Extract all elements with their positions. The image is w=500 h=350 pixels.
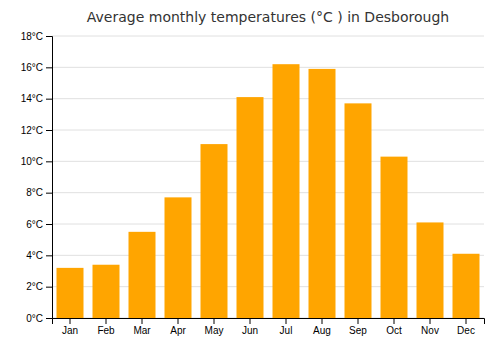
x-tick-label: Aug bbox=[313, 325, 331, 336]
y-tick-mark bbox=[46, 99, 52, 100]
x-tick: Jan bbox=[62, 318, 78, 336]
x-tick-label: Mar bbox=[133, 325, 151, 336]
y-tick: 8°C bbox=[26, 187, 52, 198]
y-tick: 18°C bbox=[21, 31, 52, 42]
y-tick-label: 4°C bbox=[26, 250, 43, 261]
chart-container: 0°C 2°C 4°C 6°C 8°C 10°C 12°C 14°C 16°C 18°C Jan Fe… bbox=[0, 0, 500, 350]
y-tick: 16°C bbox=[21, 62, 52, 73]
x-tick: Jun bbox=[242, 318, 258, 336]
x-tick: Jul bbox=[280, 318, 293, 336]
bar bbox=[165, 197, 192, 318]
x-axis-line bbox=[53, 319, 485, 325]
y-tick-label: 14°C bbox=[21, 93, 43, 104]
x-tick: Aug bbox=[313, 318, 331, 336]
grid bbox=[52, 36, 484, 318]
grid-line bbox=[52, 36, 484, 37]
x-tick: Oct bbox=[386, 318, 402, 336]
y-tick: 12°C bbox=[21, 125, 52, 136]
x-tick-mark bbox=[358, 318, 359, 324]
x-tick: May bbox=[205, 318, 224, 336]
y-tick-mark bbox=[46, 67, 52, 68]
bar bbox=[345, 103, 372, 318]
x-tick-mark bbox=[106, 318, 107, 324]
y-tick-label: 6°C bbox=[26, 219, 43, 230]
bar bbox=[93, 265, 120, 318]
y-tick: 0°C bbox=[26, 313, 52, 324]
x-tick-mark bbox=[394, 318, 395, 324]
x-tick-label: Jun bbox=[242, 325, 258, 336]
y-tick: 6°C bbox=[26, 219, 52, 230]
y-tick-mark bbox=[46, 318, 52, 319]
x-tick-label: Jul bbox=[280, 325, 293, 336]
y-tick-mark bbox=[46, 224, 52, 225]
x-tick: Dec bbox=[457, 318, 475, 336]
x-tick-mark bbox=[322, 318, 323, 324]
x-tick-label: Apr bbox=[170, 325, 186, 336]
bar bbox=[417, 222, 444, 318]
y-tick-label: 8°C bbox=[26, 187, 43, 198]
y-tick-label: 12°C bbox=[21, 125, 43, 136]
x-tick-label: Nov bbox=[421, 325, 439, 336]
y-tick-label: 18°C bbox=[21, 31, 43, 42]
x-tick: Apr bbox=[170, 318, 186, 336]
grid-line bbox=[52, 161, 484, 162]
bar bbox=[57, 268, 84, 318]
bar bbox=[309, 69, 336, 318]
y-tick-label: 2°C bbox=[26, 281, 43, 292]
y-tick-mark bbox=[46, 255, 52, 256]
bar bbox=[201, 144, 228, 318]
x-tick-mark bbox=[178, 318, 179, 324]
y-tick-mark bbox=[46, 161, 52, 162]
grid-line bbox=[52, 67, 484, 68]
y-tick: 2°C bbox=[26, 281, 52, 292]
bar bbox=[453, 254, 480, 318]
bars bbox=[57, 64, 480, 318]
x-tick-mark bbox=[286, 318, 287, 324]
x-tick-mark bbox=[250, 318, 251, 324]
y-tick-mark bbox=[46, 287, 52, 288]
y-tick-label: 16°C bbox=[21, 62, 43, 73]
title: Average monthly temperatures (°C ) in De… bbox=[87, 9, 449, 25]
bar bbox=[273, 64, 300, 318]
grid-line bbox=[52, 130, 484, 131]
y-tick: 4°C bbox=[26, 250, 52, 261]
y-axis-line bbox=[46, 37, 53, 319]
y-axis: 0°C 2°C 4°C 6°C 8°C 10°C 12°C 14°C 16°C 18°C bbox=[21, 31, 53, 324]
x-tick: Sep bbox=[349, 318, 367, 336]
x-tick: Nov bbox=[421, 318, 439, 336]
grid-line bbox=[52, 98, 484, 99]
y-tick: 14°C bbox=[21, 93, 52, 104]
x-tick: Mar bbox=[133, 318, 151, 336]
x-tick-mark bbox=[142, 318, 143, 324]
chart-svg: 0°C 2°C 4°C 6°C 8°C 10°C 12°C 14°C 16°C 18°C Jan Fe… bbox=[0, 0, 500, 350]
y-tick-mark bbox=[46, 36, 52, 37]
x-axis: Jan Feb Mar Apr May Jun Jul Aug Sep Oct Nov Dec bbox=[53, 318, 485, 336]
x-tick-mark bbox=[466, 318, 467, 324]
x-tick-label: Sep bbox=[349, 325, 367, 336]
y-tick-mark bbox=[46, 130, 52, 131]
y-tick: 10°C bbox=[21, 156, 52, 167]
bar bbox=[237, 97, 264, 318]
y-tick-mark bbox=[46, 193, 52, 194]
x-tick-label: Feb bbox=[97, 325, 115, 336]
y-tick-label: 0°C bbox=[26, 313, 43, 324]
x-tick-label: Jan bbox=[62, 325, 78, 336]
grid-line bbox=[52, 192, 484, 193]
bar bbox=[129, 232, 156, 318]
x-tick: Feb bbox=[97, 318, 115, 336]
plot-area: 0°C 2°C 4°C 6°C 8°C 10°C 12°C 14°C 16°C 18°C Jan Fe… bbox=[21, 31, 485, 336]
x-tick-mark bbox=[214, 318, 215, 324]
bar bbox=[381, 157, 408, 318]
x-tick-mark bbox=[70, 318, 71, 324]
x-tick-label: May bbox=[205, 325, 224, 336]
y-tick-label: 10°C bbox=[21, 156, 43, 167]
x-tick-mark bbox=[430, 318, 431, 324]
x-tick-label: Oct bbox=[386, 325, 402, 336]
x-tick-label: Dec bbox=[457, 325, 475, 336]
